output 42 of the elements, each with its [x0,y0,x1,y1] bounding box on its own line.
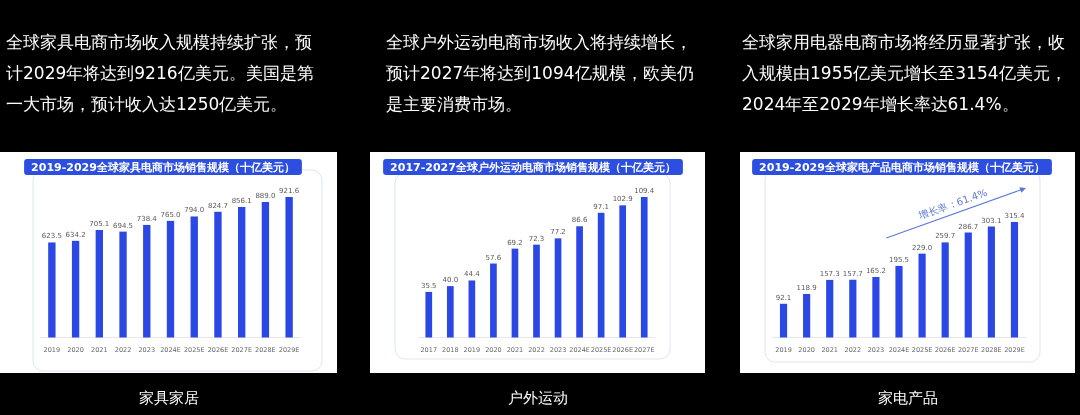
chart-title: 2019-2029全球家具电商市场销售规模（十亿美元） [31,161,295,174]
chart-title: 2017-2027全球户外运动电商市场销售规模（十亿美元） [390,161,676,174]
bar [48,242,56,338]
bar [895,265,903,338]
bar [918,253,926,338]
bar [511,248,519,338]
bar [1010,222,1019,338]
bar [468,280,476,338]
chart-subtitle: 全球家用电器电商市场将经历显著扩张，收入规模由1955亿美元增长至3154亿美元，2024年至2029年增长率达61.4%。 [742,32,1067,114]
bar [95,230,103,338]
bar [597,212,605,338]
bar [490,263,497,338]
bar [576,226,583,338]
text: 家电产品 [877,389,938,407]
bar [941,242,949,338]
chart-subtitle: 全球家具电商市场收入规模持续扩张，预计2029年将达到9216亿美元。美国是第一大市场，预计收入达1250亿美元。 [6,32,314,114]
bar [872,277,880,338]
bar [826,279,834,338]
chart-title: 2019-2029全球家电产品电商市场销售规模（十亿美元） [759,161,1045,174]
chart-subtitle: 全球户外运动电商市场收入将持续增长，预计2027年将达到1094亿规模，欧美仍是主要消费市场。 [386,32,694,114]
bar [214,211,222,338]
bar [166,220,175,338]
bar [119,231,127,338]
bar [964,232,972,338]
bar [640,197,648,338]
bar [143,224,151,338]
bar [533,244,540,338]
bar [71,240,80,338]
bar [446,286,454,338]
bar [779,303,788,338]
bar [803,293,811,338]
bar [849,279,857,338]
bar [190,216,198,338]
bar [425,291,433,338]
bar [261,201,270,338]
bar [554,238,562,338]
text: 家具家居 [138,389,199,407]
bar [238,206,246,338]
bar [285,197,293,338]
bar [987,226,995,338]
text: 户外运动 [507,389,568,407]
bar [619,205,627,338]
